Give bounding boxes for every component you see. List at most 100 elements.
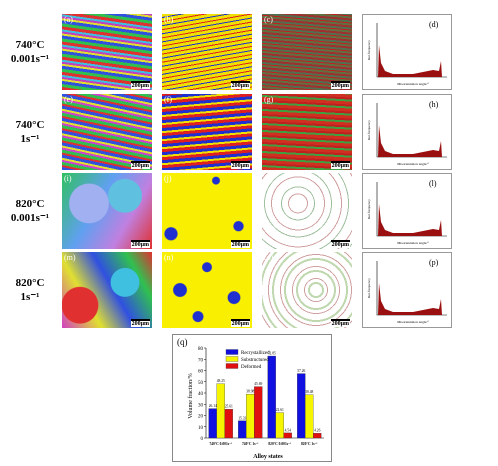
bar [267, 355, 276, 439]
legend-label: Substructured [241, 358, 269, 363]
legend-label: Recrystallized [241, 351, 270, 356]
scale-bar: 200μm [330, 161, 350, 169]
scale-bar: 200μm [230, 319, 250, 327]
y-tick-label: 20 [198, 415, 204, 420]
panel-label: (e) [64, 95, 73, 104]
row-label-line: 740°C [15, 119, 45, 131]
histogram-x-label: Misorientation angle/° [397, 162, 429, 166]
y-tick-label: 80 [198, 347, 204, 352]
micrograph: (b) 200μm [162, 14, 252, 90]
panel-label: (h) [429, 100, 439, 109]
histogram-axes [376, 103, 447, 158]
histogram-bars [378, 204, 442, 236]
row-label: 740°C 1s⁻¹ [0, 118, 60, 146]
bar [254, 386, 263, 439]
row-label-line: 820°C [15, 277, 45, 289]
micrograph: (m) 200μm [62, 252, 152, 328]
x-tick-label: 740°C 0.001s⁻¹ [209, 442, 232, 446]
histogram-x-label: Misorientation angle/° [397, 82, 429, 86]
micrograph: (f) 200μm [162, 94, 252, 170]
value-label: 48.25 [217, 379, 225, 383]
panel-label: (g) [264, 95, 274, 104]
histogram: Rel.frequency Misorientation angle/° (h) [367, 100, 447, 166]
value-label: 72.85 [268, 352, 276, 356]
scale-bar: 200μm [230, 240, 250, 248]
value-label: 38.48 [305, 390, 313, 394]
row-label: 820°C 1s⁻¹ [0, 276, 60, 304]
bar [224, 409, 233, 439]
scale-bar: 200μm [330, 319, 350, 327]
histogram-y-label: Rel.frequency [367, 40, 371, 60]
micrograph: (k) 200μm [262, 173, 352, 249]
panel-label: (k) [264, 174, 274, 183]
y-axis-label: Volume fraction/% [187, 373, 194, 418]
panel-label: (j) [164, 174, 172, 183]
scale-bar: 200μm [230, 161, 250, 169]
y-tick-label: 0 [201, 437, 204, 442]
micrograph: (o) 200μm [262, 252, 352, 328]
y-tick-label: 30 [198, 403, 204, 408]
panel-label: (d) [429, 20, 439, 29]
legend-swatch [225, 363, 239, 369]
y-tick-label: 10 [198, 426, 204, 431]
bar [297, 373, 306, 439]
histogram-y-label: Rel.frequency [367, 199, 371, 219]
histogram-axes [376, 23, 447, 78]
panel-label: (c) [264, 15, 273, 24]
micrograph: (n) 200μm [162, 252, 252, 328]
panel-label: (l) [429, 179, 437, 188]
scale-bar: 200μm [230, 81, 250, 89]
value-label: 38.98 [246, 390, 254, 394]
x-tick-label: 740°C 1s⁻¹ [242, 442, 259, 446]
panel-label: (n) [164, 253, 174, 262]
legend-swatch [225, 356, 239, 362]
histogram-y-label: Rel.frequency [367, 278, 371, 298]
row-label-line: 1s⁻¹ [20, 133, 40, 145]
value-label: 25.61 [225, 405, 233, 409]
histogram-axes [376, 261, 447, 316]
panel-label: (a) [64, 15, 73, 24]
micrograph: (e) 200μm [62, 94, 152, 170]
row-label-line: 820°C [15, 198, 45, 210]
bar [216, 383, 225, 439]
y-tick-label: 60 [198, 370, 204, 375]
micrograph: (a) 200μm [62, 14, 152, 90]
x-axis-label: Alloy states [253, 454, 283, 460]
row-label: 740°C 0.001s⁻¹ [0, 38, 60, 66]
value-label: 57.26 [297, 369, 305, 373]
y-tick-label: 70 [198, 358, 204, 363]
bar [275, 412, 284, 439]
histogram: Rel.frequency Misorientation angle/° (p) [367, 258, 447, 324]
histogram-bars [378, 45, 442, 77]
micrograph: (j) 200μm [162, 173, 252, 249]
bar [313, 433, 322, 439]
value-label: 26.14 [209, 404, 217, 408]
bar [283, 432, 292, 439]
panel-label: (b) [164, 15, 174, 24]
scale-bar: 200μm [330, 240, 350, 248]
legend-swatch [225, 349, 239, 355]
histogram-axes [376, 182, 447, 237]
row-label: 820°C 0.001s⁻¹ [0, 197, 60, 225]
scale-bar: 200μm [130, 319, 150, 327]
value-label: 45.69 [254, 382, 262, 386]
row-label-line: 0.001s⁻¹ [10, 53, 50, 65]
scale-bar: 200μm [130, 240, 150, 248]
histogram-bars [378, 125, 442, 157]
panel-label: (f) [164, 95, 172, 104]
micrograph: (g) 200μm [262, 94, 352, 170]
row-label-line: 0.001s⁻¹ [10, 212, 50, 224]
histogram-panel: Rel.frequency Misorientation angle/° (d) [362, 14, 452, 90]
bar [246, 393, 255, 439]
histogram-y-label: Rel.frequency [367, 120, 371, 140]
histogram-x-label: Misorientation angle/° [397, 241, 429, 245]
histogram: Rel.frequency Misorientation angle/° (l) [367, 179, 447, 245]
panel-label: (o) [264, 253, 274, 262]
bar [208, 408, 217, 439]
scale-bar: 200μm [130, 161, 150, 169]
bar-chart: (q) Alloy states Volume fraction/% 0 10 20… [172, 334, 332, 462]
value-label: 15.33 [238, 416, 246, 420]
histogram-panel: Rel.frequency Misorientation angle/° (l) [362, 173, 452, 249]
value-label: 4.54 [285, 428, 291, 432]
histogram-x-label: Misorientation angle/° [397, 320, 429, 324]
